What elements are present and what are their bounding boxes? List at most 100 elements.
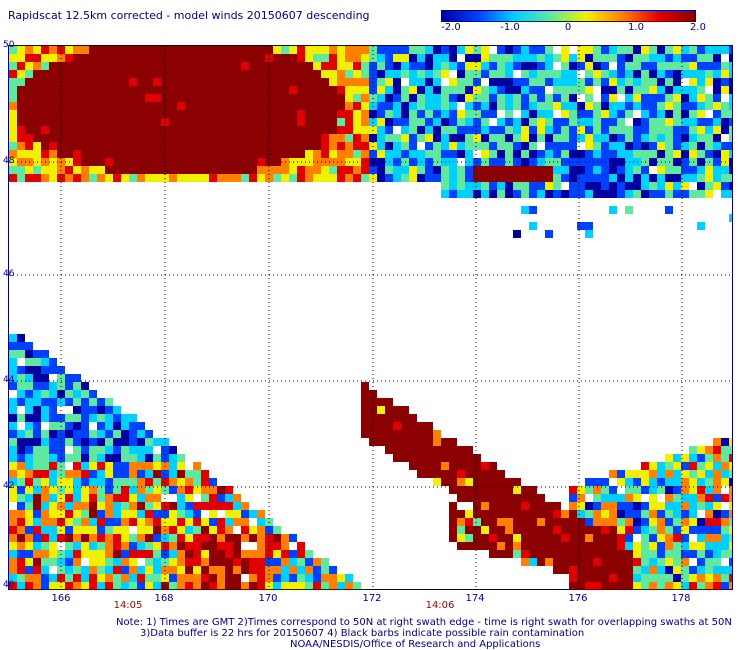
- wind-cell: [113, 118, 121, 126]
- wind-cell: [137, 134, 145, 142]
- wind-cell: [545, 230, 553, 238]
- wind-cell: [529, 54, 537, 62]
- wind-cell: [17, 398, 25, 406]
- wind-cell: [73, 102, 81, 110]
- wind-cell: [729, 46, 732, 54]
- wind-cell: [649, 62, 657, 70]
- wind-cell: [73, 374, 81, 382]
- wind-cell: [593, 62, 601, 70]
- wind-cell: [177, 110, 185, 118]
- wind-cell: [385, 86, 393, 94]
- wind-cell: [329, 78, 337, 86]
- wind-cell: [73, 478, 81, 486]
- wind-cell: [689, 462, 697, 470]
- wind-cell: [193, 102, 201, 110]
- wind-cell: [601, 62, 609, 70]
- wind-cell: [625, 470, 633, 478]
- wind-cell: [689, 46, 697, 54]
- wind-cell: [233, 558, 241, 566]
- wind-cell: [505, 70, 513, 78]
- wind-cell: [577, 558, 585, 566]
- wind-cell: [281, 102, 289, 110]
- wind-cell: [49, 486, 57, 494]
- wind-cell: [313, 166, 321, 174]
- wind-cell: [41, 454, 49, 462]
- wind-cell: [177, 534, 185, 542]
- wind-cell: [177, 118, 185, 126]
- wind-cell: [193, 46, 201, 54]
- wind-cell: [89, 70, 97, 78]
- wind-cell: [681, 70, 689, 78]
- wind-cell: [409, 126, 417, 134]
- wind-cell: [33, 438, 41, 446]
- wind-cell: [49, 62, 57, 70]
- wind-cell: [145, 118, 153, 126]
- wind-cell: [353, 62, 361, 70]
- wind-cell: [417, 94, 425, 102]
- wind-cell: [385, 446, 393, 454]
- wind-cell: [529, 134, 537, 142]
- wind-cell: [697, 550, 705, 558]
- wind-cell: [537, 118, 545, 126]
- wind-cell: [273, 534, 281, 542]
- wind-cell: [153, 566, 161, 574]
- wind-cell: [193, 134, 201, 142]
- wind-cell: [521, 46, 529, 54]
- map-plot-area[interactable]: [8, 45, 733, 590]
- lon-label: 170: [258, 593, 278, 604]
- wind-cell: [233, 534, 241, 542]
- wind-cell: [425, 86, 433, 94]
- wind-cell: [465, 486, 473, 494]
- wind-cell: [521, 166, 529, 174]
- wind-cell: [673, 486, 681, 494]
- wind-cell: [41, 550, 49, 558]
- wind-cell: [33, 358, 41, 366]
- wind-cell: [697, 78, 705, 86]
- wind-cell: [17, 566, 25, 574]
- wind-cell: [33, 422, 41, 430]
- wind-cell: [209, 126, 217, 134]
- wind-cell: [201, 470, 209, 478]
- wind-cell: [9, 94, 17, 102]
- wind-cell: [281, 542, 289, 550]
- wind-cell: [713, 510, 721, 518]
- wind-cell: [713, 494, 721, 502]
- wind-cell: [729, 214, 732, 222]
- wind-cell: [65, 62, 73, 70]
- wind-cell: [105, 62, 113, 70]
- wind-cell: [521, 62, 529, 70]
- wind-cell: [9, 46, 17, 54]
- wind-cell: [33, 550, 41, 558]
- wind-cell: [169, 78, 177, 86]
- wind-cell: [457, 110, 465, 118]
- wind-cell: [449, 150, 457, 158]
- wind-cell: [673, 166, 681, 174]
- wind-cell: [601, 510, 609, 518]
- wind-cell: [417, 134, 425, 142]
- wind-cell: [233, 166, 241, 174]
- wind-cell: [289, 102, 297, 110]
- wind-cell: [665, 566, 673, 574]
- wind-cell: [537, 558, 545, 566]
- wind-cell: [217, 174, 225, 182]
- wind-cell: [361, 110, 369, 118]
- wind-cell: [561, 134, 569, 142]
- wind-cell: [425, 54, 433, 62]
- note-line-2: 3)Data buffer is 22 hrs for 20150607 4) …: [140, 628, 585, 639]
- wind-cell: [649, 510, 657, 518]
- wind-cell: [577, 182, 585, 190]
- wind-cell: [113, 574, 121, 582]
- wind-cell: [433, 86, 441, 94]
- wind-cell: [689, 486, 697, 494]
- wind-cell: [273, 118, 281, 126]
- wind-cell: [489, 62, 497, 70]
- wind-cell: [105, 566, 113, 574]
- wind-cell: [305, 150, 313, 158]
- wind-cell: [257, 46, 265, 54]
- wind-cell: [321, 142, 329, 150]
- wind-cell: [585, 526, 593, 534]
- wind-cell: [81, 46, 89, 54]
- wind-cell: [721, 462, 729, 470]
- wind-cell: [521, 534, 529, 542]
- wind-cell: [465, 118, 473, 126]
